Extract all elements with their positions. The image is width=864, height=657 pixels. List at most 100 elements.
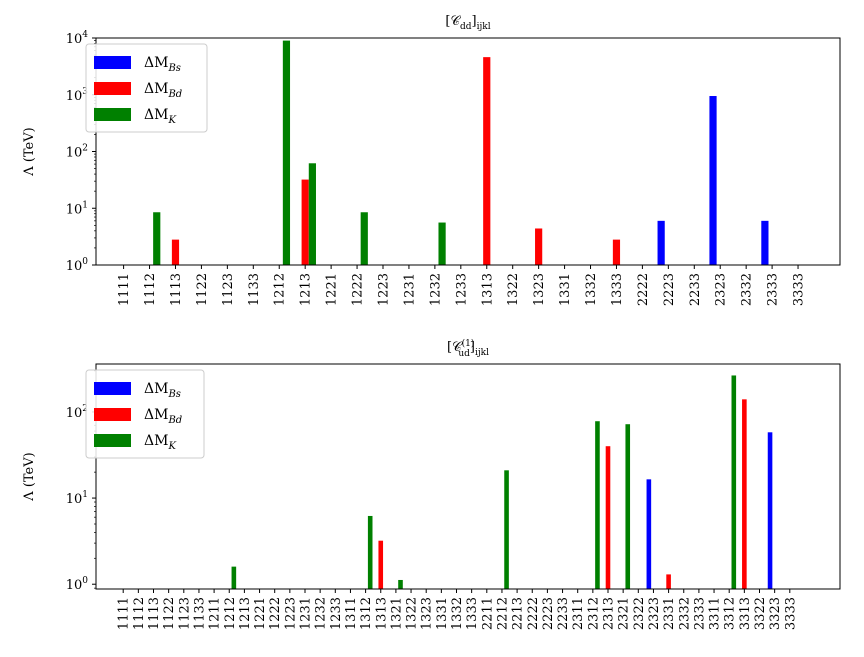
x-tick-label: 1331 bbox=[435, 597, 450, 630]
x-tick-label: 1123 bbox=[221, 273, 236, 306]
bar-k-2321 bbox=[625, 424, 631, 589]
legend-label-bd: ΔMBd bbox=[144, 407, 182, 426]
legend-label-bd: ΔMBd bbox=[144, 81, 182, 100]
x-tick-label: 2222 bbox=[636, 273, 651, 306]
x-tick-label: 2213 bbox=[511, 597, 526, 630]
legend-swatch-k bbox=[94, 108, 131, 121]
x-tick-label: 1333 bbox=[465, 597, 480, 630]
x-tick-label: 1223 bbox=[377, 273, 392, 306]
bar-bs-2323 bbox=[709, 96, 717, 265]
legend-label-k: ΔMK bbox=[144, 433, 176, 452]
x-tick-label: 1333 bbox=[610, 273, 625, 306]
bar-bd-1323 bbox=[535, 228, 543, 265]
x-tick-label: 2323 bbox=[647, 597, 662, 630]
bar-bd-2313 bbox=[605, 446, 611, 589]
bar-bd-1113 bbox=[171, 239, 180, 265]
x-tick-label: 1233 bbox=[329, 597, 344, 630]
plot-frame bbox=[95, 37, 841, 266]
x-tick-label: 2333 bbox=[766, 273, 781, 306]
legend: ΔMBs ΔMBd ΔMK bbox=[85, 43, 208, 133]
x-tick-label: 2323 bbox=[714, 273, 729, 306]
x-tick-label: 1211 bbox=[208, 597, 223, 630]
x-tick-label: 3323 bbox=[768, 597, 783, 630]
x-tick-label: 1231 bbox=[402, 273, 417, 306]
x-tick-label: 1231 bbox=[299, 597, 314, 630]
x-tick-label: 1112 bbox=[132, 597, 147, 630]
y-tick-label: 101 bbox=[66, 490, 88, 507]
x-tick-label: 1232 bbox=[314, 597, 329, 630]
legend-label-bs: ΔMBs bbox=[144, 55, 181, 74]
x-tick-label: 1322 bbox=[506, 273, 521, 306]
x-tick-label: 1321 bbox=[389, 597, 404, 630]
x-tick-label: 1122 bbox=[195, 273, 210, 306]
x-tick-label: 1222 bbox=[351, 273, 366, 306]
bar-k-2212 bbox=[504, 470, 509, 589]
bar-bd-2331 bbox=[666, 574, 671, 589]
x-tick-label: 1331 bbox=[558, 273, 573, 306]
x-tick-label: 1233 bbox=[454, 273, 469, 306]
x-tick-label: 3312 bbox=[723, 597, 738, 630]
y-tick-label: 102 bbox=[66, 144, 88, 161]
bar-k-3312 bbox=[731, 375, 737, 589]
x-tick-label: 1112 bbox=[143, 273, 158, 306]
x-tick-label: 3311 bbox=[708, 597, 723, 630]
bar-k-1222 bbox=[360, 212, 368, 265]
x-tick-label: 1313 bbox=[480, 273, 495, 306]
x-tick-label: 1111 bbox=[117, 597, 132, 630]
x-tick-label: 1212 bbox=[273, 273, 288, 306]
legend-swatch-bd bbox=[94, 82, 131, 95]
x-tick-label: 1221 bbox=[253, 597, 268, 630]
x-tick-label: 2332 bbox=[740, 273, 755, 306]
legend-swatch-bd bbox=[94, 408, 131, 421]
bar-k-1112 bbox=[153, 212, 161, 265]
bar-bd-3313 bbox=[742, 399, 747, 589]
x-tick-label: 2321 bbox=[617, 597, 632, 630]
y-axis-label: Λ (TeV) bbox=[22, 452, 37, 501]
x-tick-label: 1222 bbox=[268, 597, 283, 630]
x-tick-label: 2313 bbox=[602, 597, 617, 630]
y-tick-label: 100 bbox=[66, 576, 89, 593]
x-tick-label: 1133 bbox=[192, 597, 207, 630]
x-tick-label: 1221 bbox=[325, 273, 340, 306]
y-axis-label: Λ (TeV) bbox=[22, 127, 37, 176]
x-tick-label: 1133 bbox=[247, 273, 262, 306]
y-tick-label: 100 bbox=[66, 257, 89, 274]
x-tick-label: 3322 bbox=[753, 597, 768, 630]
bar-k-2312 bbox=[595, 421, 600, 589]
bar-bs-2323 bbox=[646, 479, 652, 589]
x-tick-label: 2222 bbox=[526, 597, 541, 630]
chart-title: [𝒞(1) ud]ijkl bbox=[447, 338, 489, 359]
bar-bd-1313 bbox=[378, 540, 384, 589]
x-tick-label: 2311 bbox=[571, 597, 586, 630]
y-tick-label: 102 bbox=[66, 404, 88, 421]
bar-bs-2333 bbox=[761, 220, 769, 265]
x-tick-label: 3313 bbox=[738, 597, 753, 630]
x-tick-label: 3333 bbox=[792, 273, 807, 306]
x-tick-label: 3333 bbox=[783, 597, 798, 630]
x-tick-label: 2331 bbox=[662, 597, 677, 630]
y-tick-label: 104 bbox=[66, 30, 89, 47]
x-tick-label: 1322 bbox=[405, 597, 420, 630]
x-tick-label: 2233 bbox=[688, 273, 703, 306]
chart-panel-cdd: [𝒞dd]ijkl Λ (TeV) 100 101 102 103 104 1111 1112 1… bbox=[22, 14, 841, 306]
x-tick-label: 2223 bbox=[662, 273, 677, 306]
x-tick-label: 1313 bbox=[374, 597, 389, 630]
x-tick-label: 1323 bbox=[532, 273, 547, 306]
chart-title: [𝒞dd]ijkl bbox=[445, 14, 490, 32]
x-tick-label: 2333 bbox=[692, 597, 707, 630]
chart-panel-cud1: [𝒞(1) ud]ijkl Λ (TeV) 100 101 102 1111 1112 1113… bbox=[22, 338, 841, 630]
bar-k-1232 bbox=[438, 222, 446, 265]
x-tick-label: 1113 bbox=[147, 597, 162, 630]
bar-bs-2223 bbox=[657, 220, 665, 265]
bar-bd-1313 bbox=[483, 57, 491, 266]
legend: ΔMBs ΔMBd ΔMK bbox=[85, 369, 205, 459]
x-tick-label: 1113 bbox=[169, 273, 184, 306]
bar-bs-3323 bbox=[767, 432, 773, 589]
x-tick-label: 1311 bbox=[344, 597, 359, 630]
bar-k-1213 bbox=[308, 163, 316, 265]
plot-frame bbox=[95, 363, 841, 590]
x-tick-label: 2212 bbox=[495, 597, 510, 630]
bar-k-1212 bbox=[231, 566, 237, 589]
